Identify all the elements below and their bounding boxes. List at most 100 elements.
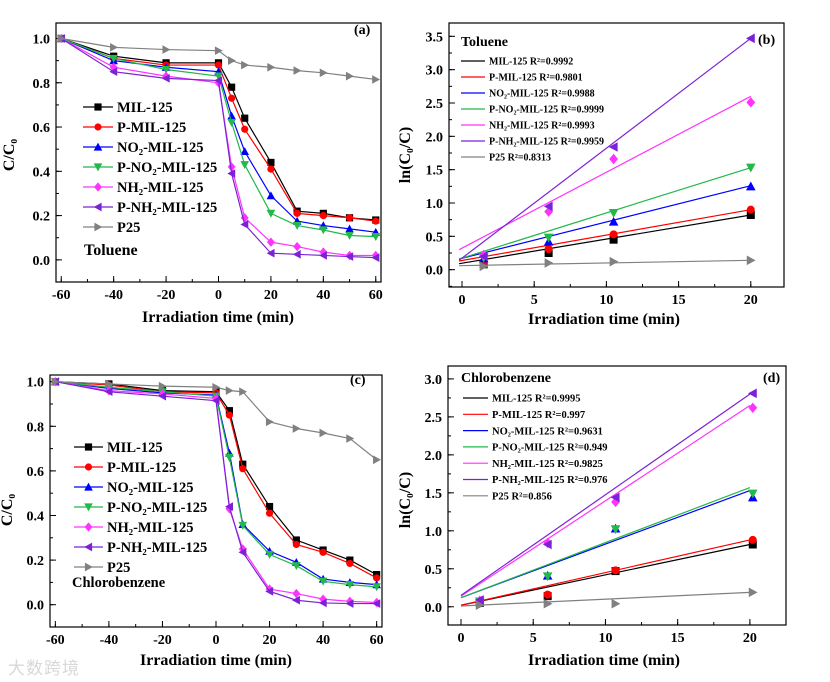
- x-axis-label: Irradiation time (min): [528, 311, 680, 328]
- series-1: P-MIL-125 R²=0.9801: [459, 73, 755, 266]
- data-point: [214, 61, 223, 69]
- data-point: [319, 211, 327, 220]
- x-axis-label: Irradiation time (min): [142, 309, 294, 326]
- data-point: [292, 588, 301, 599]
- y-tick-label: 0.4: [27, 509, 45, 524]
- chart-panel-b: 0 5 10 15 20 0.0 0.5 1.0 1.5 2.0 2.5 3.0 3.5 Irradiat…: [397, 22, 785, 328]
- data-point: [240, 161, 250, 169]
- data-point: [292, 536, 300, 544]
- legend-label: P-NO₂-MIL-125 R²=0.9999: [489, 105, 604, 116]
- series-line: [55, 381, 377, 579]
- data-point: [227, 111, 236, 120]
- data-point: [109, 54, 118, 63]
- y-tick-label: 3.0: [426, 64, 444, 79]
- legend-label: P-MIL-125 R²=0.9801: [489, 73, 583, 84]
- data-point: [345, 214, 354, 222]
- series-4: NH₂-MIL-125: [51, 377, 381, 608]
- y-tick-label: 1.0: [426, 197, 444, 212]
- data-point: [214, 72, 223, 81]
- data-point: [239, 460, 247, 468]
- legend-label: NH₂-MIL-125 R²=0.9993: [489, 121, 595, 132]
- data-point: [228, 83, 236, 91]
- data-point: [158, 381, 167, 391]
- legend-label: P25 R²=0.856: [492, 491, 552, 502]
- series-line: [55, 381, 377, 604]
- y-tick-label: 0.8: [27, 420, 45, 435]
- data-point: [610, 492, 620, 503]
- data-point: [267, 165, 275, 173]
- data-point: [748, 587, 758, 598]
- data-point: [84, 482, 93, 491]
- series-4: NH₂-MIL-125 R²=0.9993: [458, 95, 756, 261]
- legend-label: P-NO₂-MIL-125: [117, 160, 217, 176]
- data-point: [105, 379, 114, 389]
- data-point: [319, 251, 327, 260]
- data-point: [227, 119, 236, 127]
- data-point: [346, 434, 355, 443]
- legend-label: P25 R²=0.8313: [489, 153, 551, 164]
- data-point: [84, 443, 93, 451]
- y-tick-label: 0.8: [33, 77, 51, 92]
- data-point: [746, 211, 755, 219]
- legend-label: MIL-125 R²=0.9992: [489, 57, 573, 68]
- y-tick-label: 0.2: [33, 210, 51, 225]
- data-point: [745, 33, 755, 44]
- fit-line: [460, 393, 751, 596]
- legend-label: P-MIL-125: [107, 460, 176, 476]
- x-tick-label: 60: [369, 288, 383, 303]
- data-point: [225, 502, 233, 511]
- data-point: [292, 424, 301, 433]
- data-point: [84, 503, 93, 512]
- x-tick-label: 10: [598, 631, 612, 646]
- panel-label: (b): [758, 33, 775, 48]
- data-point: [240, 213, 249, 223]
- y-tick-label: 2.5: [425, 411, 443, 426]
- data-point: [373, 574, 381, 582]
- data-point: [212, 382, 221, 392]
- data-point: [267, 62, 276, 72]
- series-0: MIL-125: [51, 378, 381, 579]
- series-5: P-NH₂-MIL-125: [51, 377, 381, 608]
- data-point: [319, 548, 327, 556]
- data-point: [543, 598, 553, 609]
- y-tick-label: 0.0: [426, 264, 444, 279]
- fit-line: [459, 259, 751, 267]
- data-point: [241, 60, 250, 70]
- fit-line: [460, 486, 751, 599]
- x-tick-label: 5: [531, 293, 538, 308]
- x-tick-label: 20: [263, 633, 277, 648]
- data-point: [265, 586, 274, 596]
- data-point: [475, 600, 485, 611]
- y-tick-label: 0.0: [27, 599, 45, 614]
- data-point: [158, 391, 167, 401]
- data-point: [319, 68, 328, 78]
- legend-label: NO₂-MIL-125: [117, 140, 204, 156]
- y-tick-label: 1.0: [425, 525, 443, 540]
- data-point: [161, 74, 170, 83]
- data-point: [225, 411, 233, 419]
- data-point: [371, 253, 380, 262]
- legend-label: NO₂-MIL-125 R²=0.9631: [492, 426, 603, 437]
- legend-label: NO₂-MIL-125 R²=0.9988: [489, 89, 595, 100]
- x-tick-label: 40: [316, 633, 330, 648]
- fit-line: [458, 37, 752, 261]
- data-point: [110, 43, 118, 52]
- series-2: NO₂-MIL-125: [51, 377, 381, 589]
- data-point: [292, 540, 300, 549]
- fit-line: [460, 591, 750, 607]
- fit-line: [460, 404, 751, 597]
- data-point: [292, 250, 301, 259]
- data-point: [225, 386, 234, 395]
- data-point: [265, 550, 274, 559]
- data-point: [94, 182, 102, 192]
- series-line: [55, 381, 377, 576]
- plot-frame: [447, 365, 787, 626]
- data-point: [609, 230, 618, 239]
- data-point: [225, 407, 233, 415]
- data-point: [372, 583, 381, 592]
- data-point: [293, 66, 302, 75]
- series-line: [55, 381, 377, 605]
- legend-label: MIL-125 R²=0.9995: [492, 394, 580, 405]
- data-point: [748, 540, 757, 549]
- x-tick-label: 20: [743, 631, 757, 646]
